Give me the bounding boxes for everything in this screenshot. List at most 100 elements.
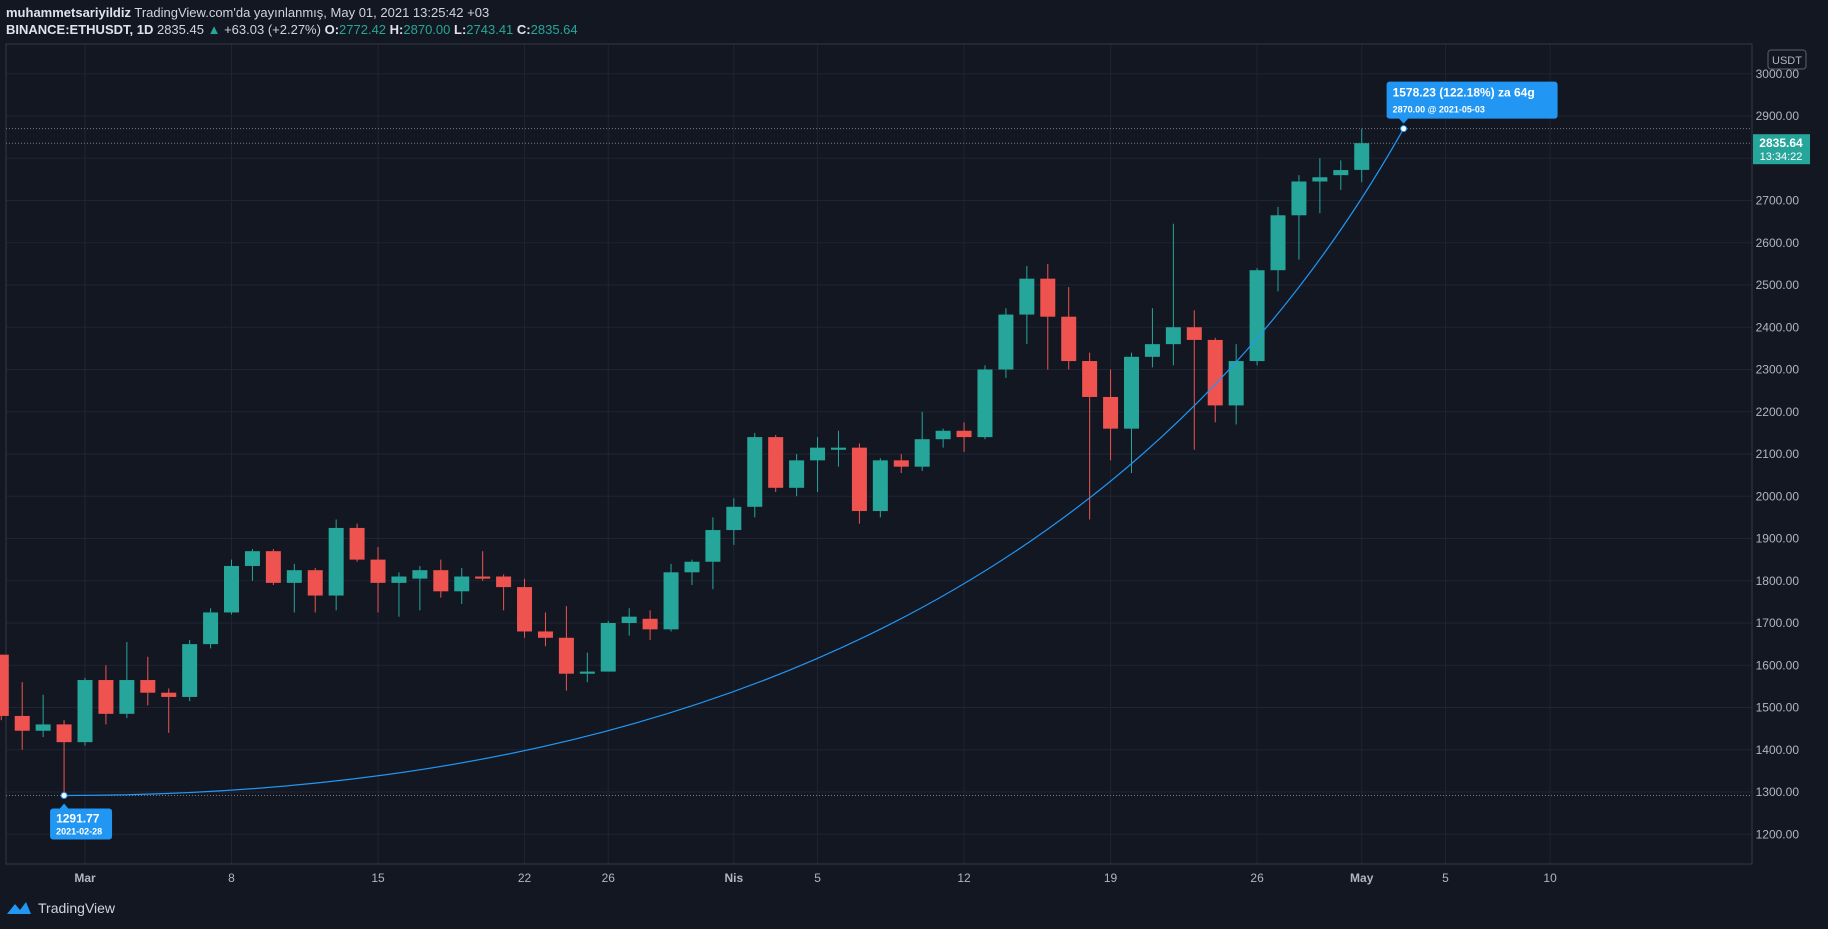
candle-2021-03-18 xyxy=(433,559,449,598)
candle-body xyxy=(203,612,219,645)
candle-body xyxy=(914,439,930,467)
candle-body xyxy=(684,561,700,573)
candle-2021-04-18 xyxy=(1082,352,1098,520)
candle-2021-03-15 xyxy=(370,546,386,613)
unit-badge[interactable]: USDT xyxy=(1767,49,1807,70)
candle-body xyxy=(789,460,805,488)
candle-2021-04-24 xyxy=(1207,337,1223,423)
y-tick-2700: 2700.00 xyxy=(1756,194,1800,208)
candle-body xyxy=(35,724,51,731)
measure-summary: 1578.23 (122.18%) za 64g xyxy=(1393,86,1535,100)
candle-body xyxy=(517,587,533,632)
start-price-label: 1291.77 xyxy=(56,811,100,825)
candle-body xyxy=(307,570,323,596)
candle-body xyxy=(328,527,344,596)
candle-body xyxy=(1165,327,1181,345)
change-value: +63.03 (+2.27%) xyxy=(224,22,321,37)
candle-2021-03-02 xyxy=(98,665,114,725)
candle-2021-03-01 xyxy=(77,677,93,746)
open-value: 2772.42 xyxy=(339,22,387,37)
candle-2021-04-01 xyxy=(726,498,742,545)
y-tick-2400: 2400.00 xyxy=(1756,320,1800,334)
x-tick-19: 19 xyxy=(1104,871,1118,885)
candle-body xyxy=(1354,143,1370,170)
candle-2021-03-09 xyxy=(244,549,260,581)
candle-body xyxy=(370,559,386,583)
candle-body xyxy=(1144,344,1160,357)
candle-body xyxy=(1291,181,1307,216)
high-value: 2870.00 xyxy=(403,22,451,37)
candle-2021-03-08 xyxy=(224,559,240,615)
candle-2021-04-26 xyxy=(1249,268,1265,366)
candle-2021-04-14 xyxy=(998,308,1014,378)
candle-body xyxy=(14,715,30,731)
y-tick-1700: 1700.00 xyxy=(1756,616,1800,630)
symbol-label[interactable]: BINANCE:ETHUSDT, 1D xyxy=(6,22,154,37)
x-tick-5: 5 xyxy=(814,871,821,885)
close-value: 2835.64 xyxy=(530,22,578,37)
candle-2021-04-13 xyxy=(977,365,993,440)
candle-2021-03-10 xyxy=(265,549,281,585)
y-tick-2900: 2900.00 xyxy=(1756,109,1800,123)
x-tick-Nis: Nis xyxy=(724,871,743,885)
footer-branding[interactable]: TradingView xyxy=(6,900,115,916)
candle-2021-03-20 xyxy=(475,551,491,581)
candle-2021-03-03 xyxy=(119,642,135,719)
countdown-value: 13:34:22 xyxy=(1760,151,1803,163)
low-label: L: xyxy=(454,22,467,37)
candle-body xyxy=(935,430,951,440)
candle-2021-03-27 xyxy=(621,608,637,636)
candle-body xyxy=(1312,177,1328,182)
y-tick-2000: 2000.00 xyxy=(1756,489,1800,503)
y-tick-1800: 1800.00 xyxy=(1756,574,1800,588)
time-axis[interactable]: Mar 8 15 22 26 Nis 5 12 19 26 May 5 10 xyxy=(74,871,1557,885)
candle-2021-04-11 xyxy=(935,428,951,448)
reference-lines xyxy=(6,128,1752,796)
candle-body xyxy=(119,680,135,714)
candle-body xyxy=(998,314,1014,370)
candle-2021-03-21 xyxy=(496,574,512,611)
candle-body xyxy=(768,437,784,488)
candle-body xyxy=(475,576,491,579)
candle-2021-03-16 xyxy=(391,572,407,617)
candle-2021-03-23 xyxy=(537,612,553,647)
candle-2021-03-28 xyxy=(642,610,658,640)
candle-2021-03-12 xyxy=(307,568,323,613)
price-axis[interactable]: 1200.00 1300.00 1400.00 1500.00 1600.00 1700.… xyxy=(1756,67,1800,842)
candle-2021-04-06 xyxy=(830,430,846,467)
candle-body xyxy=(705,530,721,562)
candle-body xyxy=(1249,270,1265,362)
candle-body xyxy=(1228,361,1244,406)
candle-2021-04-10 xyxy=(914,411,930,471)
candle-2021-04-12 xyxy=(956,422,972,452)
candle-body xyxy=(77,680,93,743)
x-tick-5: 5 xyxy=(1442,871,1449,885)
candle-body xyxy=(977,369,993,438)
candle-body xyxy=(558,637,574,674)
candles-layer xyxy=(0,128,1370,796)
candle-body xyxy=(391,576,407,583)
candle-body xyxy=(579,671,595,674)
candle-body xyxy=(182,644,198,697)
candle-body xyxy=(1207,339,1223,406)
candle-body xyxy=(1019,278,1035,315)
candle-body xyxy=(810,447,826,461)
candle-2021-04-08 xyxy=(872,458,888,518)
candle-2021-02-25 xyxy=(0,654,9,721)
candle-2021-03-04 xyxy=(140,656,156,706)
candle-body xyxy=(140,680,156,693)
candle-2021-04-25 xyxy=(1228,344,1244,425)
x-tick-26: 26 xyxy=(1250,871,1264,885)
candle-2021-02-26 xyxy=(14,682,30,750)
end-label-box xyxy=(1386,81,1558,119)
y-tick-1500: 1500.00 xyxy=(1756,701,1800,715)
last-price-tag-box xyxy=(1753,134,1810,165)
candle-2021-03-24 xyxy=(558,606,574,691)
author-name[interactable]: muhammetsariyildiz xyxy=(6,5,131,20)
chart-header: muhammetsariyildiz TradingView.com'da ya… xyxy=(6,4,578,38)
candle-2021-04-28 xyxy=(1291,175,1307,260)
y-tick-1600: 1600.00 xyxy=(1756,658,1800,672)
x-tick-15: 15 xyxy=(371,871,385,885)
